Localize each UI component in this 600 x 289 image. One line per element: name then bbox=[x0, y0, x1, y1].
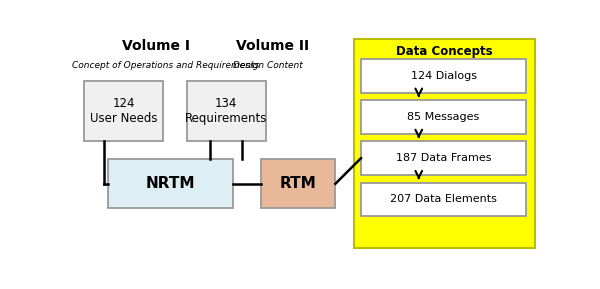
Text: Volume II: Volume II bbox=[236, 39, 309, 53]
Text: NRTM: NRTM bbox=[146, 176, 195, 191]
Text: 187 Data Frames: 187 Data Frames bbox=[396, 153, 491, 163]
Text: 124 Dialogs: 124 Dialogs bbox=[410, 71, 476, 81]
FancyBboxPatch shape bbox=[361, 59, 526, 92]
Text: 124
User Needs: 124 User Needs bbox=[90, 97, 158, 125]
Text: 85 Messages: 85 Messages bbox=[407, 112, 479, 122]
Text: Volume I: Volume I bbox=[122, 39, 190, 53]
FancyBboxPatch shape bbox=[261, 159, 335, 208]
FancyBboxPatch shape bbox=[361, 183, 526, 216]
Text: 207 Data Elements: 207 Data Elements bbox=[390, 194, 497, 204]
Text: Data Concepts: Data Concepts bbox=[397, 45, 493, 58]
Text: RTM: RTM bbox=[280, 176, 317, 191]
FancyBboxPatch shape bbox=[361, 142, 526, 175]
FancyBboxPatch shape bbox=[187, 81, 266, 142]
FancyBboxPatch shape bbox=[361, 100, 526, 134]
FancyBboxPatch shape bbox=[354, 39, 535, 248]
Text: Design Content: Design Content bbox=[233, 61, 303, 71]
FancyBboxPatch shape bbox=[84, 81, 163, 142]
FancyBboxPatch shape bbox=[107, 159, 233, 208]
Text: 134
Requirements: 134 Requirements bbox=[185, 97, 268, 125]
Text: Concept of Operations and Requirements: Concept of Operations and Requirements bbox=[72, 61, 259, 71]
